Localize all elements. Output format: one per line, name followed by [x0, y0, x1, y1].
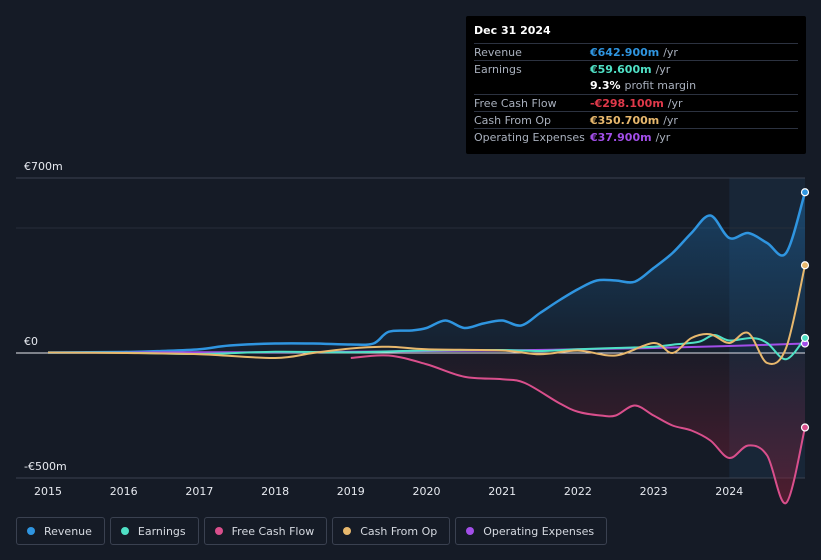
free-cash-flow-line	[350, 354, 806, 505]
legend-dot-icon	[27, 527, 35, 535]
y-axis-label-top: €700m	[24, 160, 63, 173]
legend-label: Free Cash Flow	[231, 524, 315, 538]
tooltip-row-label: Operating Expenses	[474, 130, 585, 144]
legend-dot-icon	[466, 527, 475, 535]
tooltip-row-unit: /yr	[667, 96, 683, 110]
earnings-end-point	[800, 333, 810, 343]
legend-label: Operating Expenses	[483, 524, 595, 538]
y-axis-label-zero: €0	[24, 335, 38, 348]
cash-from-op-line	[47, 265, 806, 365]
tooltip-row-label: Revenue	[474, 45, 522, 59]
x-tick-label: 2023	[640, 485, 668, 498]
legend-label: Cash From Op	[360, 524, 438, 538]
legend-label: Revenue	[44, 524, 92, 538]
tooltip-row-unit: /yr	[655, 130, 671, 144]
legend: Revenue Earnings Free Cash Flow Cash From O…	[16, 517, 612, 545]
free-cash-flow-area	[350, 353, 805, 504]
x-tick-label: 2019	[337, 485, 365, 498]
legend-item-cash-from-op[interactable]: Cash From Op	[332, 517, 451, 545]
cash-from-op-end-point	[800, 261, 810, 270]
x-tick-label: 2022	[564, 485, 592, 498]
revenue-area	[48, 192, 805, 353]
tooltip-row: Operating Expenses €37.900m/yr	[474, 128, 798, 145]
tooltip-row-unit: profit margin	[624, 79, 697, 92]
tooltip-row: 9.3% profit margin	[474, 77, 798, 94]
x-tick-label: 2021	[488, 485, 516, 498]
legend-dot-icon	[214, 527, 223, 535]
tooltip-row-value: €37.900m	[590, 130, 652, 144]
tooltip-row-label: Earnings	[474, 62, 522, 76]
legend-item-operating-expenses[interactable]: Operating Expenses	[455, 517, 608, 545]
legend-item-free-cash-flow[interactable]: Free Cash Flow	[203, 517, 328, 545]
tooltip-row: Earnings €59.600m/yr	[474, 60, 798, 77]
legend-dot-icon	[120, 527, 129, 535]
x-tick-label: 2024	[715, 485, 743, 498]
tooltip-row-value: -€298.100m	[590, 96, 664, 110]
x-tick-label: 2017	[185, 485, 213, 498]
chart: 2015 2016 2017 2018 2019 2020 2021 2022 2023 2024…	[16, 160, 810, 505]
tooltip-row-value: €59.600m	[590, 62, 652, 76]
x-tick-label: 2016	[110, 485, 138, 498]
revenue-end-point	[800, 188, 810, 197]
legend-dot-icon	[343, 527, 352, 535]
tooltip-row-value: €642.900m	[590, 45, 660, 59]
tooltip-row: Free Cash Flow -€298.100m/yr	[474, 94, 798, 111]
y-axis-label-bottom: -€500m	[24, 460, 67, 473]
tooltip-row: Revenue €642.900m/yr	[474, 43, 798, 60]
legend-label: Earnings	[137, 524, 186, 538]
tooltip-row-unit: /yr	[655, 62, 671, 76]
tooltip-row-value: 9.3%	[590, 79, 621, 92]
legend-item-revenue[interactable]: Revenue	[16, 517, 105, 545]
tooltip-date: Dec 31 2024	[474, 24, 551, 37]
legend-item-earnings[interactable]: Earnings	[109, 517, 199, 545]
tooltip-row-label: Cash From Op	[474, 113, 552, 127]
tooltip-row-unit: /yr	[663, 45, 678, 59]
x-tick-label: 2015	[34, 485, 62, 498]
tooltip-row-unit: /yr	[663, 113, 678, 127]
x-tick-label: 2020	[413, 485, 441, 498]
free-cash-flow-end-point	[800, 423, 810, 432]
revenue-line	[47, 191, 807, 354]
tooltip-row: Cash From Op €350.700m/yr	[474, 111, 798, 128]
tooltip-row-value: €350.700m	[590, 113, 660, 127]
x-tick-label: 2018	[261, 485, 289, 498]
tooltip: Dec 31 2024 Revenue €642.900m/yr Earnings €…	[466, 16, 806, 154]
tooltip-row-label: Free Cash Flow	[474, 96, 557, 110]
